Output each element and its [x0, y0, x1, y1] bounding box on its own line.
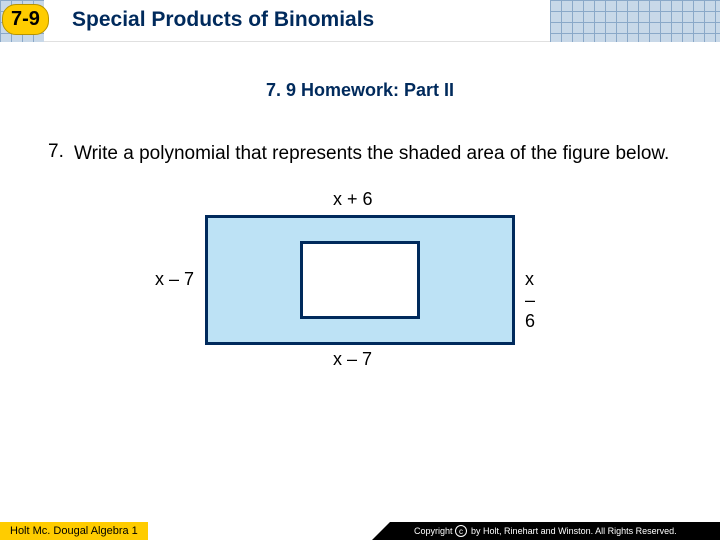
lesson-title: Special Products of Binomials — [72, 8, 374, 32]
question-text: Write a polynomial that represents the s… — [74, 141, 669, 167]
label-left: x – 7 — [155, 269, 194, 290]
lesson-number-badge: 7-9 — [2, 4, 49, 35]
footer-left: Holt Mc. Dougal Algebra 1 — [0, 522, 148, 540]
label-right: x – 6 — [525, 269, 535, 332]
header-grid-right — [550, 0, 720, 42]
question-number: 7. — [48, 141, 74, 167]
copyright-icon: c — [455, 525, 467, 537]
footer-right: Copyright c by Holt, Rinehart and Winsto… — [390, 522, 720, 540]
question: 7. Write a polynomial that represents th… — [0, 141, 720, 167]
page-subtitle: 7. 9 Homework: Part II — [0, 80, 720, 101]
copyright-word: Copyright — [414, 526, 453, 536]
copyright-text: by Holt, Rinehart and Winston. All Right… — [471, 526, 677, 536]
lesson-header: 7-9 Special Products of Binomials — [0, 0, 720, 42]
label-top: x + 6 — [333, 189, 373, 210]
inner-rectangle — [300, 241, 420, 319]
label-bottom: x – 7 — [333, 349, 372, 370]
figure: x + 6 x – 7 x – 6 x – 7 — [205, 191, 515, 371]
